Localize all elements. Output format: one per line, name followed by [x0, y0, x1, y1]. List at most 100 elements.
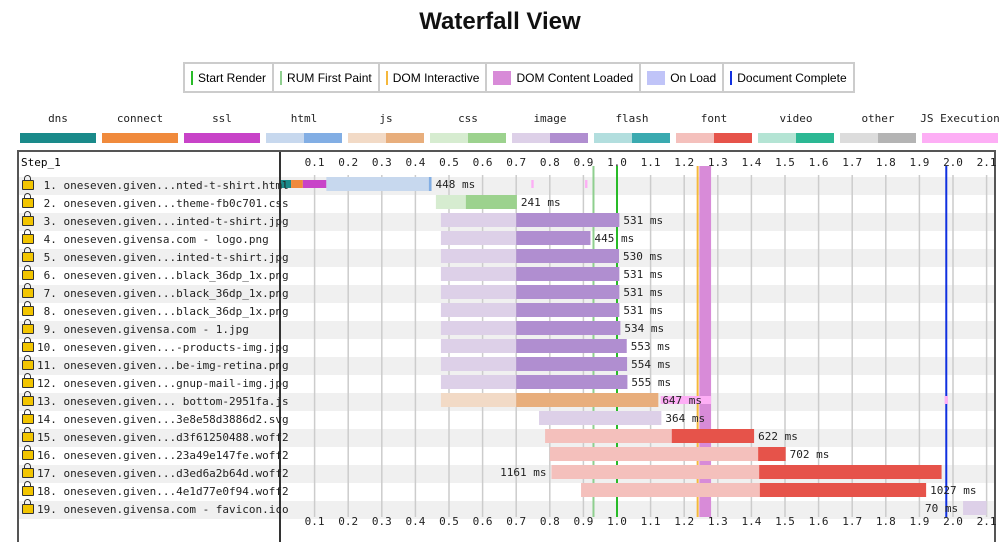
legend-swatch	[730, 70, 733, 85]
download-segment	[516, 321, 621, 335]
wait-segment	[440, 393, 517, 407]
request-label: 15. oneseven.given...d3f61250488.woff2	[22, 427, 289, 447]
type-legend-other: other	[837, 112, 919, 143]
duration-label: 534 ms	[624, 322, 664, 335]
download-segment	[516, 249, 620, 263]
legend-label: DOM Content Loaded	[516, 70, 634, 85]
request-url: 14. oneseven.given...3e8e58d3886d2.svg	[37, 413, 289, 426]
tick-label-bottom: 0.7	[506, 515, 526, 528]
wait-segment	[440, 357, 517, 371]
request-bar: 531 ms	[440, 285, 663, 299]
duration-label: 531 ms	[623, 268, 663, 281]
legend-item: DOM Interactive	[380, 64, 488, 91]
legend-label: DOM Interactive	[392, 70, 480, 85]
request-url: 17. oneseven.given...d3ed6a2b64d.woff2	[37, 467, 289, 480]
type-swatch	[758, 133, 834, 143]
lock-icon	[22, 301, 34, 316]
page-title: Waterfall View	[419, 8, 581, 35]
js-execution-segment	[585, 180, 588, 188]
wait-segment	[435, 195, 466, 209]
type-swatch	[840, 133, 916, 143]
duration-label: 1027 ms	[930, 484, 976, 497]
wait-segment	[440, 213, 517, 227]
request-url: 18. oneseven.given...4e1d77e0f94.woff2	[37, 485, 289, 498]
duration-label: 531 ms	[623, 286, 663, 299]
type-swatch	[594, 133, 670, 143]
lock-icon	[22, 355, 34, 370]
wait-segment	[581, 483, 760, 497]
type-label: js	[379, 112, 393, 125]
request-url: 11. oneseven.given...be-img-retina.png	[37, 359, 289, 372]
tick-label-bottom: 0.4	[405, 515, 425, 528]
lock-icon	[22, 391, 34, 406]
wait-segment	[440, 267, 517, 281]
tick-label-bottom: 1.1	[641, 515, 661, 528]
legend-label: On Load	[670, 70, 717, 85]
type-label: ssl	[212, 112, 232, 125]
waterfall-chart: 0.1 0.1 0.2 0.2 0.3 0.3 0.4 0.4 0.5 0.5 0.6 0.6 0.7 0…	[281, 156, 997, 528]
request-url: 2. oneseven.given...theme-fb0c701.css	[37, 197, 289, 210]
request-bar: 647 ms	[440, 393, 948, 407]
request-url: 15. oneseven.given...d3f61250488.woff2	[37, 431, 289, 444]
row-background	[19, 501, 994, 519]
download-segment	[516, 375, 628, 389]
request-bar: 531 ms	[440, 303, 663, 317]
wait-segment	[440, 231, 517, 245]
type-legend-ssl: ssl	[181, 112, 263, 143]
type-legend-js-execution: JS Execution	[919, 112, 1000, 143]
wait-segment	[440, 375, 517, 389]
legend-item: On Load	[641, 64, 725, 91]
lock-icon	[22, 463, 34, 478]
type-legend-font: font	[673, 112, 755, 143]
tick-label-top: 0.7	[506, 156, 526, 169]
tick-label-bottom: 0.6	[473, 515, 493, 528]
request-bar: 364 ms	[539, 411, 705, 425]
request-label: 1. oneseven.given...nted-t-shirt.html	[22, 175, 289, 195]
request-url: 6. oneseven.given...black_36dp_1x.png	[37, 269, 289, 282]
request-url: 1. oneseven.given...nted-t-shirt.html	[37, 179, 289, 192]
request-label: 14. oneseven.given...3e8e58d3886d2.svg	[22, 409, 289, 429]
request-label: 18. oneseven.given...4e1d77e0f94.woff2	[22, 481, 289, 501]
download-segment	[516, 267, 620, 281]
tick-label-top: 1.6	[809, 156, 829, 169]
duration-label: 241 ms	[521, 196, 561, 209]
legend-swatch	[647, 70, 666, 85]
duration-label: 553 ms	[631, 340, 671, 353]
request-url: 4. oneseven.givensa.com - logo.png	[37, 233, 269, 246]
tick-label-top: 0.9	[573, 156, 593, 169]
download-segment	[516, 285, 620, 299]
download-segment	[758, 447, 786, 461]
request-label: 19. oneseven.givensa.com - favicon.ico	[22, 499, 289, 519]
tick-label-bottom: 0.2	[338, 515, 358, 528]
lock-icon	[22, 193, 34, 208]
legend-item: Document Complete	[724, 64, 852, 91]
request-bar: 1027 ms	[581, 483, 976, 497]
tick-label-bottom: 1.0	[607, 515, 627, 528]
tick-label-bottom: 1.9	[909, 515, 929, 528]
request-label: 10. oneseven.given...-products-img.jpg	[22, 337, 289, 357]
duration-label: 554 ms	[631, 358, 671, 371]
request-label: 9. oneseven.givensa.com - 1.jpg	[22, 319, 249, 339]
request-url: 8. oneseven.given...black_36dp_1x.png	[37, 305, 289, 318]
tick-label-top: 1.5	[775, 156, 795, 169]
lock-icon	[22, 337, 34, 352]
request-label: 5. oneseven.given...inted-t-shirt.jpg	[22, 247, 289, 267]
request-bar: 553 ms	[440, 339, 671, 353]
request-label: 17. oneseven.given...d3ed6a2b64d.woff2	[22, 463, 289, 483]
dns-segment	[281, 180, 292, 188]
tick-label-bottom: 0.5	[439, 515, 459, 528]
lock-icon	[22, 499, 34, 514]
tick-label-top: 1.4	[741, 156, 761, 169]
request-bar: 448 ms	[281, 177, 588, 191]
tick-label-top: 0.3	[372, 156, 392, 169]
legend-label: Document Complete	[737, 70, 847, 85]
download-segment	[671, 429, 755, 443]
duration-label: 445 ms	[594, 232, 634, 245]
lock-icon	[22, 229, 34, 244]
type-label: css	[458, 112, 478, 125]
type-swatch	[348, 133, 424, 143]
request-label: 4. oneseven.givensa.com - logo.png	[22, 229, 269, 249]
tick-label-top: 1.8	[876, 156, 896, 169]
wait-segment	[326, 177, 429, 191]
download-segment	[516, 231, 591, 245]
